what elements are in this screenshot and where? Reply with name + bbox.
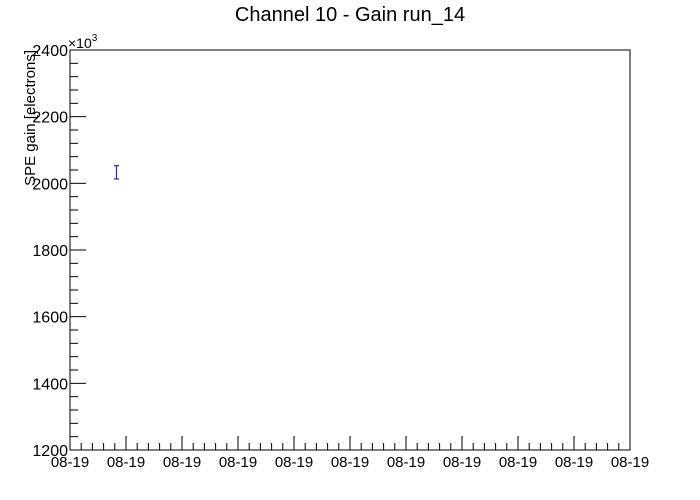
y-tick-label: 2000 [32,176,68,193]
x-tick-label: 08-19 [219,454,257,471]
x-tick-label: 08-19 [387,454,425,471]
y-multiplier-base: ×10 [68,35,92,51]
plot-frame [69,49,631,451]
y-tick-label: 2400 [32,43,68,60]
y-tick-label: 1400 [32,376,68,393]
x-tick-label: 08-19 [611,454,649,471]
x-tick-label: 08-19 [163,454,201,471]
y-multiplier-label: ×103 [68,33,98,51]
x-tick-label: 08-19 [443,454,481,471]
y-tick-label: 1200 [32,443,68,460]
y-multiplier-exponent: 3 [92,33,98,44]
y-tick-label: 1800 [32,243,68,260]
y-tick-label: 2200 [32,110,68,127]
y-tick-label: 1600 [32,310,68,327]
chart-title: Channel 10 - Gain run_14 [234,4,466,26]
x-tick-label: 08-19 [499,454,537,471]
x-tick-label: 08-19 [51,454,89,471]
x-tick-label: 08-19 [107,454,145,471]
x-tick-label: 08-19 [555,454,593,471]
x-tick-label: 08-19 [275,454,313,471]
x-tick-label: 08-19 [331,454,369,471]
y-axis-title: SPE gain [electrons] [22,50,39,186]
